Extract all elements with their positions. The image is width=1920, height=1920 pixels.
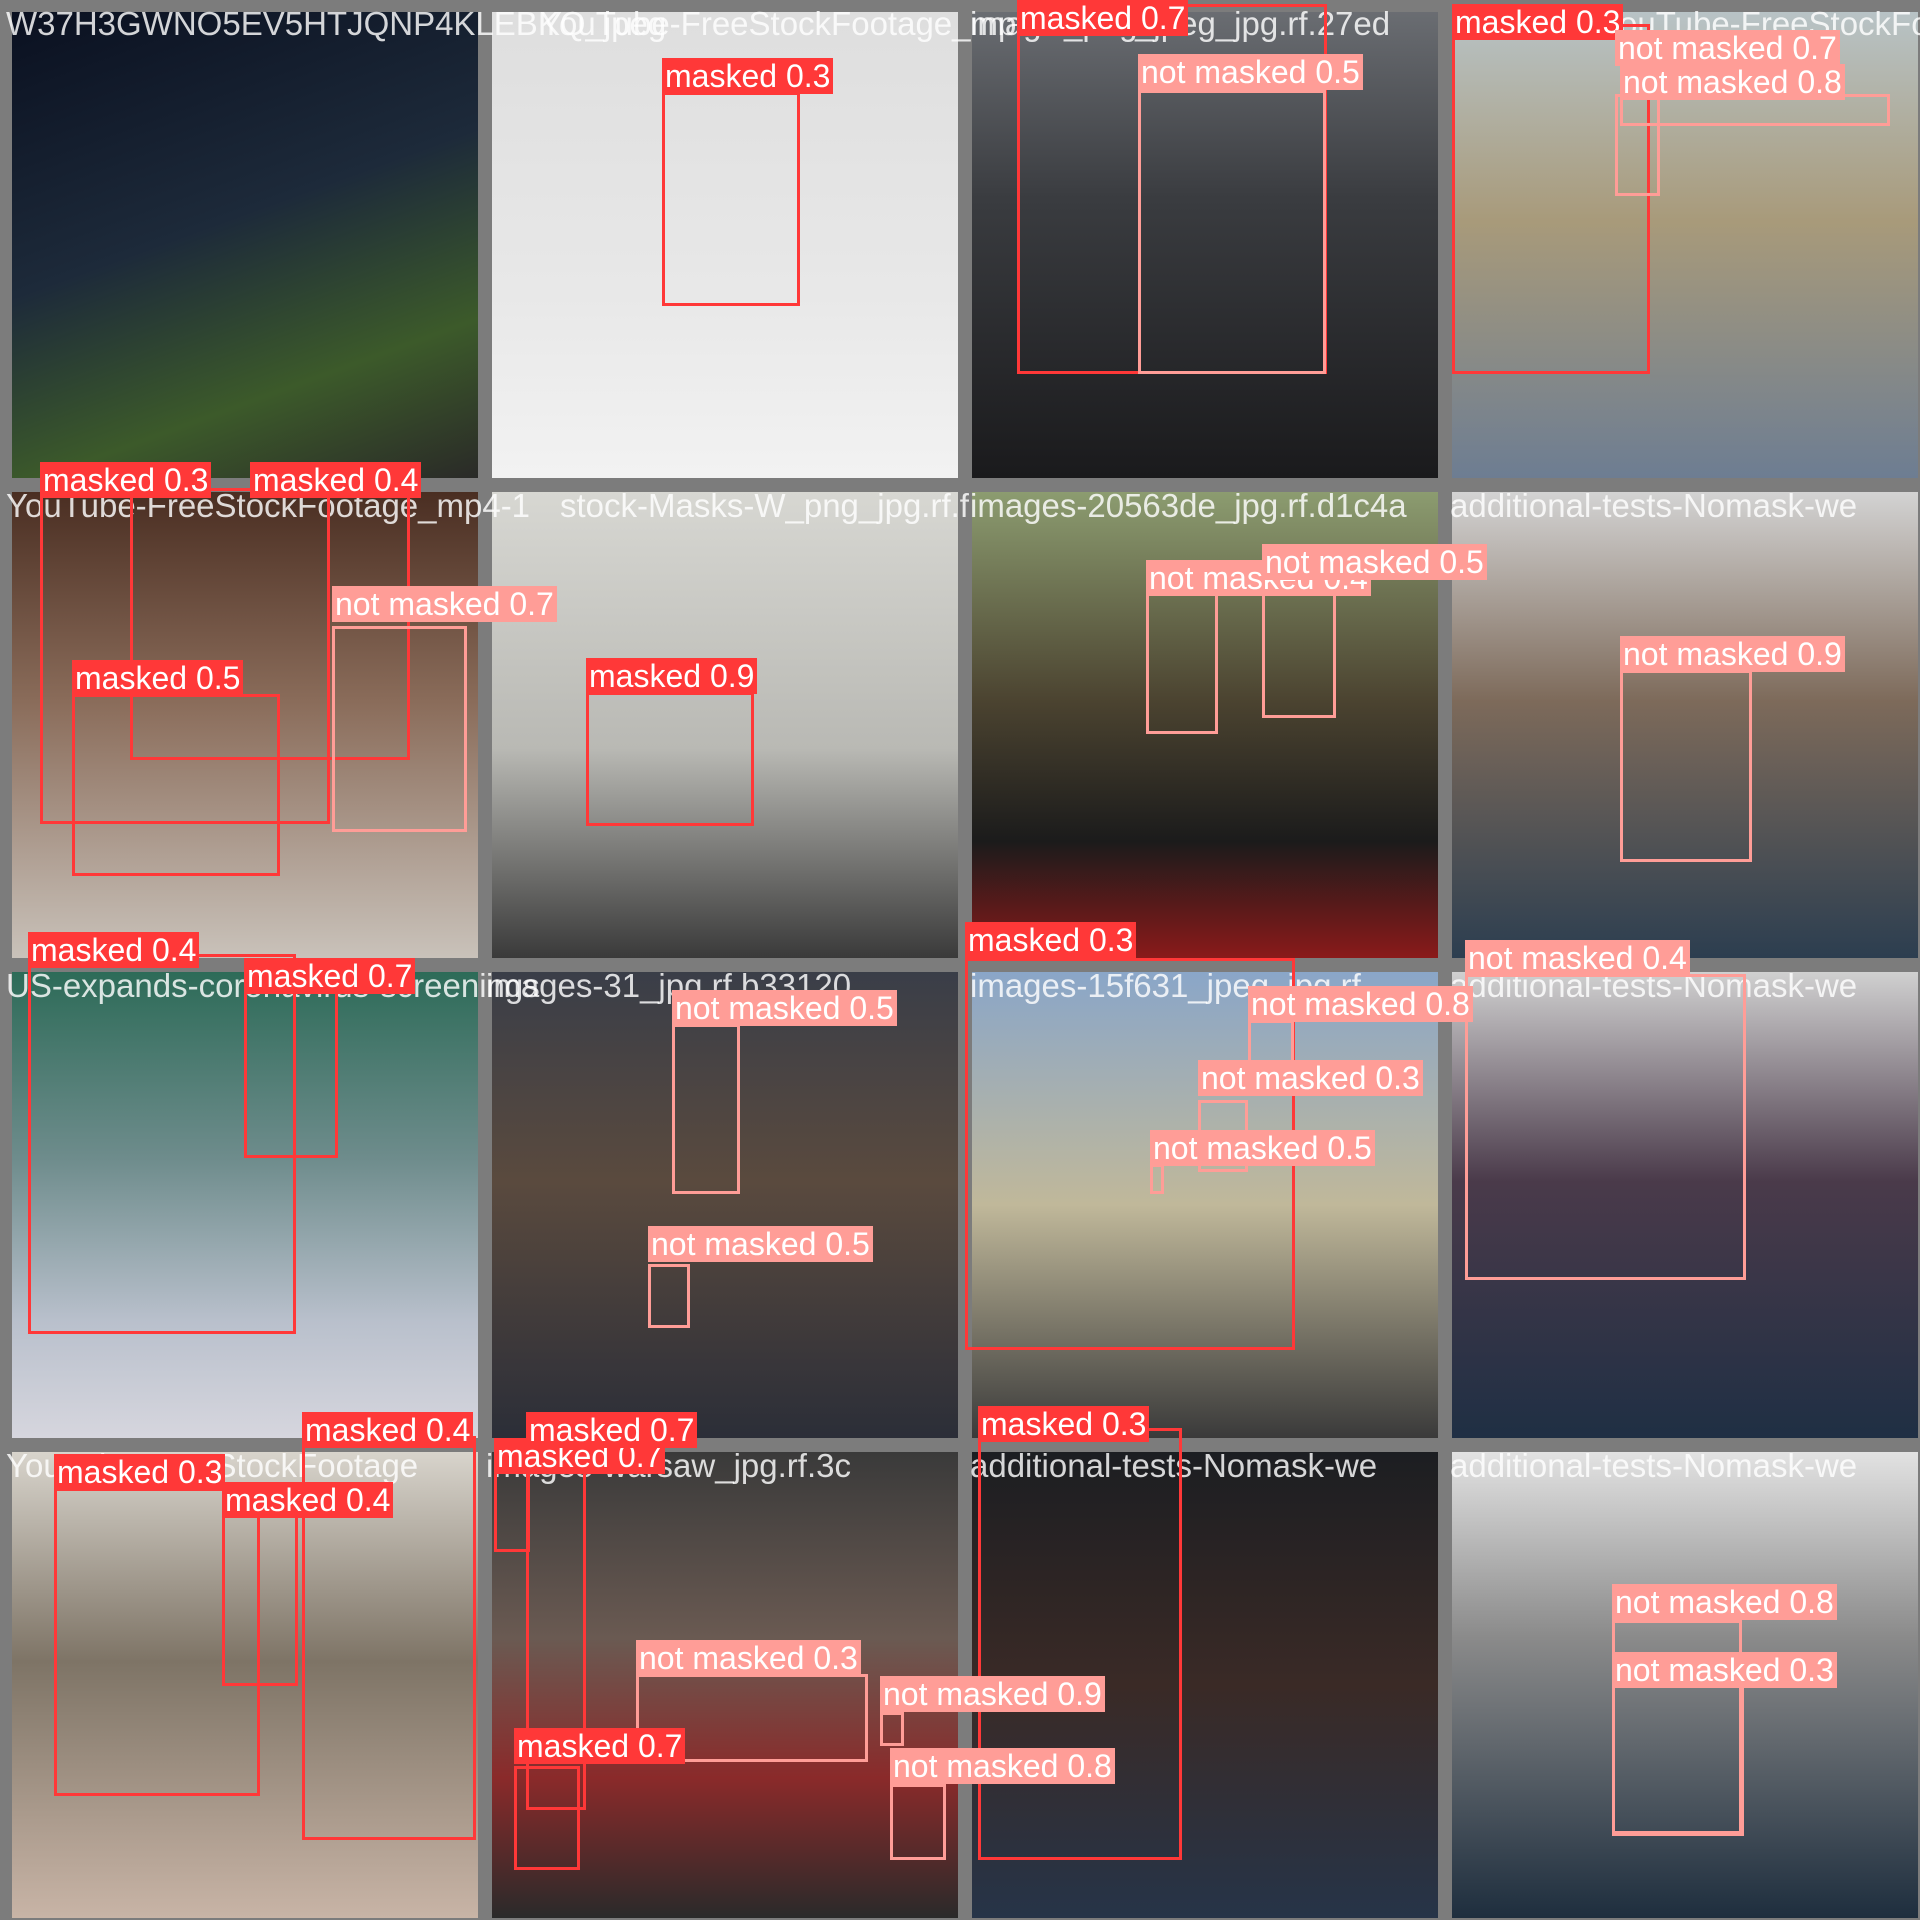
detection-label: masked 0.3 [965, 922, 1137, 958]
detection-label: not masked 0.7 [1615, 30, 1840, 66]
detection-box [514, 1766, 580, 1870]
detection-box [672, 1024, 740, 1194]
tile-filename: additional-tests-Nomask-we [1450, 487, 1858, 524]
detection-box [978, 1428, 1182, 1860]
detection-label: masked 0.4 [28, 932, 200, 968]
detection-box [648, 1264, 690, 1328]
detection-label: masked 0.4 [302, 1412, 474, 1448]
detection-label: not masked 0.5 [1262, 544, 1487, 580]
detection-label: not masked 0.5 [648, 1226, 873, 1262]
detection-label: not masked 0.3 [1198, 1060, 1423, 1096]
detection-box [1146, 590, 1218, 734]
detection-box [1150, 1164, 1164, 1194]
image-tile-11 [972, 972, 1438, 1438]
image-tile-12 [1452, 972, 1918, 1438]
detection-label: masked 0.3 [1452, 4, 1624, 40]
image-tile-8 [1452, 492, 1918, 958]
detection-label: masked 0.7 [244, 958, 416, 994]
detection-label: masked 0.3 [54, 1454, 226, 1490]
detection-label: not masked 0.9 [1620, 636, 1845, 672]
detection-label: masked 0.4 [222, 1482, 394, 1518]
detection-label: not masked 0.8 [1612, 1584, 1837, 1620]
detection-box [880, 1712, 904, 1746]
detection-label: not masked 0.7 [332, 586, 557, 622]
tile-filename: stock-Masks-W_png_jpg.rf.f [560, 487, 969, 524]
detection-label: not masked 0.8 [890, 1748, 1115, 1784]
detection-label: masked 0.7 [1017, 0, 1189, 36]
tile-filename: W37H3GWNO5EV5HTJQNP4KLEBKQ_jpeg [6, 5, 667, 42]
detection-label: not masked 0.4 [1465, 940, 1690, 976]
detection-box [662, 92, 800, 306]
detection-box [1620, 670, 1752, 862]
detection-box [1138, 90, 1326, 374]
image-tile-5 [12, 492, 478, 958]
detection-label: not masked 0.5 [1138, 54, 1363, 90]
detection-label: not masked 0.3 [1612, 1652, 1837, 1688]
detection-box [586, 692, 754, 826]
detection-box [1262, 580, 1336, 718]
detection-box [1612, 1682, 1744, 1836]
detection-box [244, 980, 338, 1158]
detection-box [890, 1784, 946, 1860]
detection-box [1465, 974, 1746, 1280]
image-tile-10 [492, 972, 958, 1438]
tile-filename: additional-tests-Nomask-we [1450, 1447, 1858, 1484]
detection-label: not masked 0.9 [880, 1676, 1105, 1712]
detection-label: masked 0.5 [72, 660, 244, 696]
detection-label: masked 0.7 [514, 1728, 686, 1764]
detection-label: not masked 0.8 [1248, 986, 1473, 1022]
detection-label: not masked 0.3 [636, 1640, 861, 1676]
detection-label: masked 0.7 [526, 1412, 698, 1448]
detection-box [54, 1488, 260, 1796]
detection-label: not masked 0.5 [672, 990, 897, 1026]
detection-box [72, 694, 280, 876]
detection-label: masked 0.3 [662, 58, 834, 94]
detection-label: masked 0.3 [40, 462, 212, 498]
detection-label: masked 0.4 [250, 462, 422, 498]
detection-label: masked 0.3 [978, 1406, 1150, 1442]
tile-filename: additional-tests-Nomask-we [970, 1447, 1378, 1484]
image-tile-1 [12, 12, 478, 478]
tile-filename: images-20563de_jpg.rf.d1c4a [970, 487, 1407, 524]
detection-label: not masked 0.8 [1620, 64, 1845, 100]
detection-box [332, 626, 467, 832]
image-tile-6 [492, 492, 958, 958]
detection-label: not masked 0.5 [1150, 1130, 1375, 1166]
detection-label: masked 0.9 [586, 658, 758, 694]
